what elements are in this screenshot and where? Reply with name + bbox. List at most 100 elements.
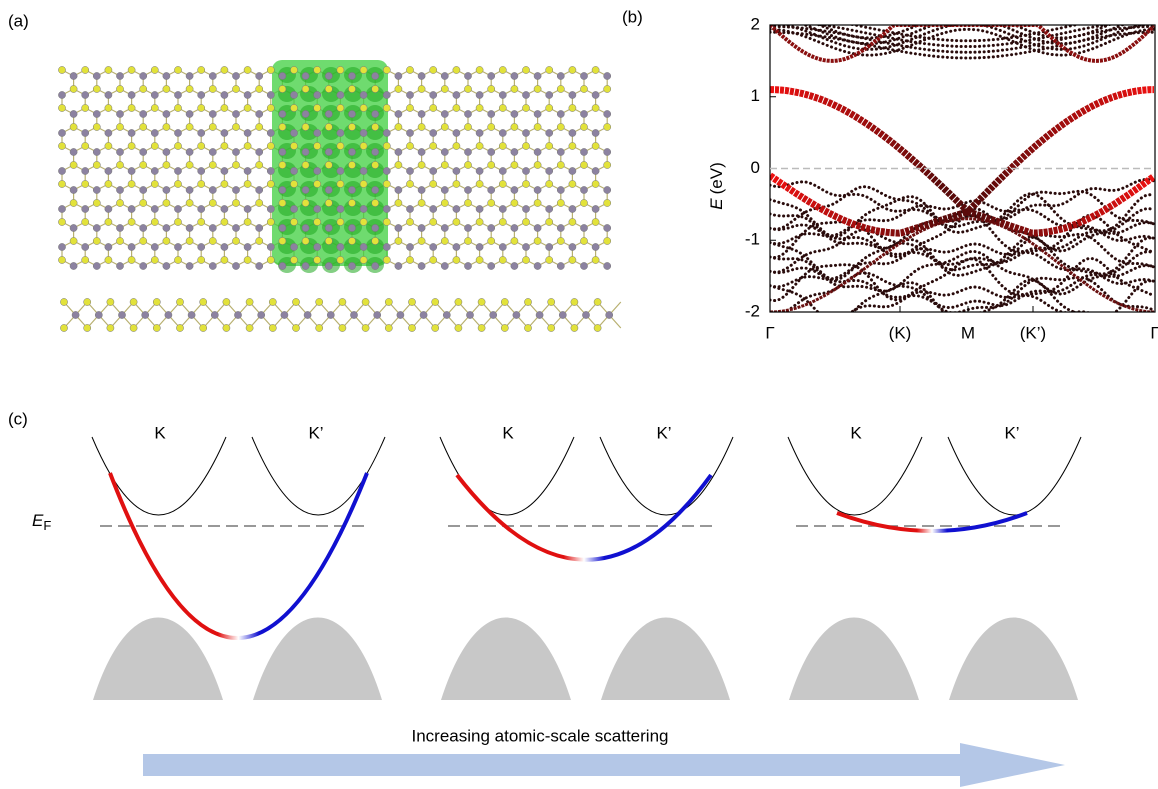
atom [580, 72, 587, 79]
atom [256, 237, 263, 244]
atom [546, 218, 553, 225]
atom [142, 311, 149, 318]
atom [82, 167, 89, 174]
atom [476, 167, 483, 174]
atom [441, 72, 448, 79]
atom [374, 311, 381, 318]
atom [464, 237, 471, 244]
atom [163, 123, 170, 130]
atom [267, 256, 274, 263]
atom [163, 161, 170, 168]
atom [211, 311, 218, 318]
atom [557, 262, 564, 269]
atom [200, 324, 207, 331]
atom [290, 218, 297, 225]
atom [441, 199, 448, 206]
atom [232, 85, 239, 92]
atom [406, 243, 413, 250]
atom [383, 104, 390, 111]
atom [221, 205, 228, 212]
atom [151, 104, 158, 111]
atom [267, 104, 274, 111]
atom [244, 142, 251, 149]
atom [314, 243, 321, 250]
atom [476, 129, 483, 136]
atom [464, 186, 471, 193]
atom [557, 224, 564, 231]
atom [534, 123, 541, 130]
valence-band [601, 618, 730, 701]
y-tick-label: 0 [751, 158, 760, 177]
atom [153, 324, 160, 331]
atom [174, 104, 181, 111]
atom [559, 311, 566, 318]
atom [244, 243, 251, 250]
atom [569, 91, 576, 98]
atom [244, 218, 251, 225]
atom [592, 104, 599, 111]
atom [93, 186, 100, 193]
atom [395, 262, 402, 269]
atom [337, 91, 344, 98]
atom [395, 123, 402, 130]
atom [430, 205, 437, 212]
atom [163, 237, 170, 244]
valence-band [93, 618, 223, 701]
atom [151, 205, 158, 212]
atom [105, 66, 112, 73]
atom [464, 148, 471, 155]
atom [453, 167, 460, 174]
atom [453, 218, 460, 225]
atom [232, 110, 239, 117]
atom [269, 324, 276, 331]
atom [488, 224, 495, 231]
atom [488, 161, 495, 168]
atom [290, 243, 297, 250]
atom [569, 256, 576, 263]
arrow-text: Increasing atomic-scale scattering [411, 726, 668, 745]
atom [93, 123, 100, 130]
fermi-label: EF [32, 511, 51, 533]
atom [128, 66, 135, 73]
atom [105, 205, 112, 212]
atom [58, 256, 65, 263]
atom [383, 180, 390, 187]
atom [292, 298, 299, 305]
atom [395, 186, 402, 193]
atom [580, 186, 587, 193]
atom [499, 180, 506, 187]
atom [244, 66, 251, 73]
atom [348, 85, 355, 92]
atom [418, 85, 425, 92]
atom [70, 199, 77, 206]
atom [569, 104, 576, 111]
atom [372, 110, 379, 117]
atom [522, 243, 529, 250]
atom [256, 161, 263, 168]
atom [279, 186, 286, 193]
atom [430, 129, 437, 136]
atom [302, 262, 309, 269]
atom [279, 224, 286, 231]
atom [232, 161, 239, 168]
atom [140, 123, 147, 130]
atom [534, 186, 541, 193]
panel-label: (c) [8, 409, 28, 428]
atom [499, 256, 506, 263]
atom [499, 167, 506, 174]
atom [395, 72, 402, 79]
atom [232, 224, 239, 231]
atom [151, 167, 158, 174]
atom [592, 205, 599, 212]
atom [604, 110, 611, 117]
atom [395, 224, 402, 231]
atom [337, 129, 344, 136]
atom [604, 224, 611, 231]
atom [604, 161, 611, 168]
x-point-label: (K) [889, 323, 912, 342]
atom [511, 72, 518, 79]
atom [592, 180, 599, 187]
atom [511, 199, 518, 206]
atom [140, 262, 147, 269]
atom [105, 91, 112, 98]
